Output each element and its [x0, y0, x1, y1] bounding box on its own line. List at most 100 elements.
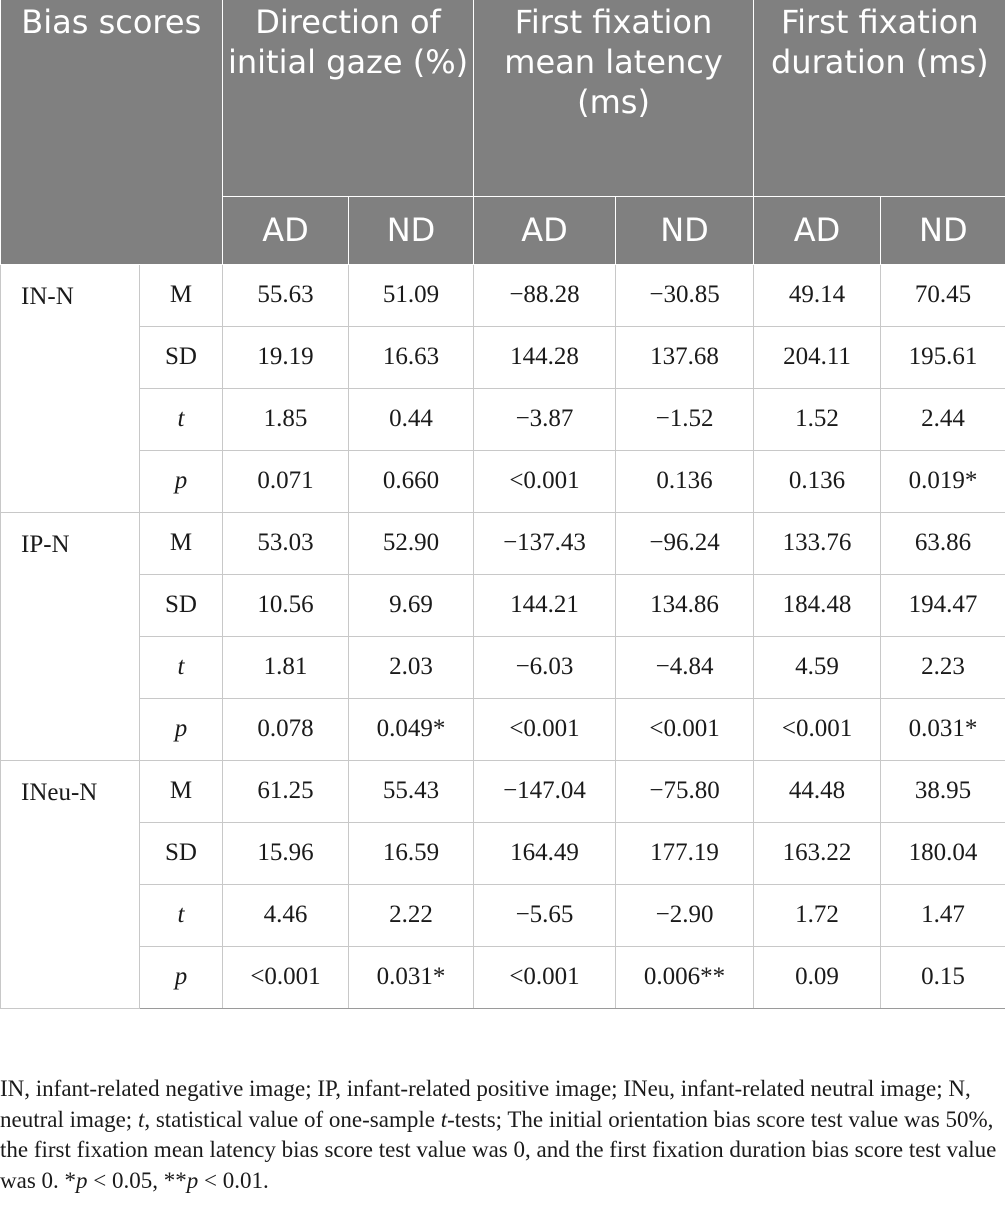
bias-scores-table: Bias scores Direction of initial gaze (%…: [0, 0, 1005, 1009]
table-row: SD 15.96 16.59 164.49 177.19 163.22 180.04: [1, 821, 1005, 885]
table-cell: 1.52: [753, 387, 882, 451]
table-cell: −96.24: [615, 511, 755, 575]
table-cell: 55.63: [222, 263, 350, 327]
header-first-fixation-latency: First fixation mean latency (ms): [473, 0, 755, 197]
table-cell: 0.44: [348, 387, 475, 451]
table-body: IN-N M 55.63 51.09 −88.28 −30.85 49.14 70.45 SD 1…: [0, 263, 1005, 1009]
table-cell: 0.136: [615, 449, 755, 513]
table-cell: <0.001: [473, 449, 617, 513]
table-cell: 0.006**: [615, 945, 755, 1009]
stat-label: M: [138, 263, 224, 327]
subheader-ad: AD: [473, 196, 617, 265]
table-footnote: IN, infant-related negative image; IP, i…: [0, 1074, 1000, 1196]
table-row: SD 10.56 9.69 144.21 134.86 184.48 194.47: [1, 573, 1005, 637]
table-cell: <0.001: [615, 697, 755, 761]
table-cell: 44.48: [753, 759, 882, 823]
table-cell: 0.09: [753, 945, 882, 1009]
table-row: INeu-N M 61.25 55.43 −147.04 −75.80 44.48 38.95: [0, 759, 1005, 1009]
subheader-ad: AD: [222, 196, 350, 265]
stat-label: SD: [138, 325, 224, 389]
table-cell: −3.87: [473, 387, 617, 451]
table-cell: 2.03: [348, 635, 475, 699]
footnote-text: -tests; The initial orientation bias sco…: [0, 1106, 997, 1193]
table-cell: 144.28: [473, 325, 617, 389]
row-group-label: INeu-N: [0, 759, 140, 1009]
table-cell: 184.48: [753, 573, 882, 637]
table-cell: −30.85: [615, 263, 755, 327]
table-cell: −88.28: [473, 263, 617, 327]
row-group-label: IN-N: [0, 263, 140, 513]
table-cell: 1.47: [880, 883, 1005, 947]
table-cell: −75.80: [615, 759, 755, 823]
table-cell: 15.96: [222, 821, 350, 885]
table-cell: 9.69: [348, 573, 475, 637]
footnote-text: < 0.05, **: [87, 1167, 187, 1193]
table-cell: −137.43: [473, 511, 617, 575]
table-cell: 144.21: [473, 573, 617, 637]
stat-label: t: [138, 883, 224, 947]
header-direction-initial-gaze: Direction of initial gaze (%): [222, 0, 475, 197]
table-row: SD 19.19 16.63 144.28 137.68 204.11 195.61: [1, 325, 1005, 389]
table-cell: <0.001: [222, 945, 350, 1009]
stat-label: M: [138, 759, 224, 823]
table-cell: 19.19: [222, 325, 350, 389]
header-first-fixation-duration: First fixation duration (ms): [753, 0, 1005, 197]
table-header: Bias scores Direction of initial gaze (%…: [0, 0, 1005, 265]
stat-label: p: [138, 449, 224, 513]
table-cell: <0.001: [473, 945, 617, 1009]
table-cell: 0.031*: [880, 697, 1005, 761]
table-cell: −4.84: [615, 635, 755, 699]
stat-label: t: [138, 387, 224, 451]
table-row: t 1.85 0.44 −3.87 −1.52 1.52 2.44: [1, 387, 1005, 451]
table-cell: 163.22: [753, 821, 882, 885]
table-cell: 16.63: [348, 325, 475, 389]
subheader-nd: ND: [348, 196, 475, 265]
table-cell: 10.56: [222, 573, 350, 637]
table-cell: <0.001: [473, 697, 617, 761]
table-cell: 70.45: [880, 263, 1005, 327]
table-cell: 0.019*: [880, 449, 1005, 513]
table-cell: 4.59: [753, 635, 882, 699]
table-cell: 134.86: [615, 573, 755, 637]
table-cell: 63.86: [880, 511, 1005, 575]
table-cell: 0.078: [222, 697, 350, 761]
table-cell: 0.031*: [348, 945, 475, 1009]
subheader-nd: ND: [880, 196, 1005, 265]
row-group-label: IP-N: [0, 511, 140, 761]
table-cell: −1.52: [615, 387, 755, 451]
footnote-text: , statistical value of one-sample: [144, 1106, 441, 1132]
table-row: p 0.071 0.660 <0.001 0.136 0.136 0.019*: [1, 449, 1005, 513]
footnote-text: < 0.01.: [198, 1167, 269, 1193]
table-cell: 180.04: [880, 821, 1005, 885]
table-cell: 49.14: [753, 263, 882, 327]
table-cell: −147.04: [473, 759, 617, 823]
table-cell: 0.660: [348, 449, 475, 513]
table-cell: 38.95: [880, 759, 1005, 823]
table-cell: 133.76: [753, 511, 882, 575]
table-row: p 0.078 0.049* <0.001 <0.001 <0.001 0.031*: [1, 697, 1005, 761]
table-cell: 0.136: [753, 449, 882, 513]
table-row: IN-N M 55.63 51.09 −88.28 −30.85 49.14 70.45: [0, 263, 1005, 513]
table-cell: 164.49: [473, 821, 617, 885]
table-cell: 16.59: [348, 821, 475, 885]
table-cell: 51.09: [348, 263, 475, 327]
table-cell: 0.15: [880, 945, 1005, 1009]
table-cell: 0.071: [222, 449, 350, 513]
table-cell: 4.46: [222, 883, 350, 947]
table-row: p <0.001 0.031* <0.001 0.006** 0.09 0.15: [1, 945, 1005, 1009]
table-cell: 53.03: [222, 511, 350, 575]
table-cell: 1.81: [222, 635, 350, 699]
footnote-p-symbol: p: [76, 1167, 88, 1193]
stat-label: M: [138, 511, 224, 575]
table-cell: −2.90: [615, 883, 755, 947]
table-cell: 55.43: [348, 759, 475, 823]
table-row: IP-N M 53.03 52.90 −137.43 −96.24 133.76 63.86: [0, 511, 1005, 761]
stat-label: t: [138, 635, 224, 699]
stat-label: SD: [138, 573, 224, 637]
subheader-nd: ND: [615, 196, 755, 265]
table-cell: 195.61: [880, 325, 1005, 389]
footnote-t-symbol: t: [440, 1106, 448, 1132]
results-table-container: Bias scores Direction of initial gaze (%…: [0, 0, 1005, 1193]
footnote-text: IN, infant-related negative image; IP, i…: [0, 1076, 971, 1132]
table-cell: 204.11: [753, 325, 882, 389]
